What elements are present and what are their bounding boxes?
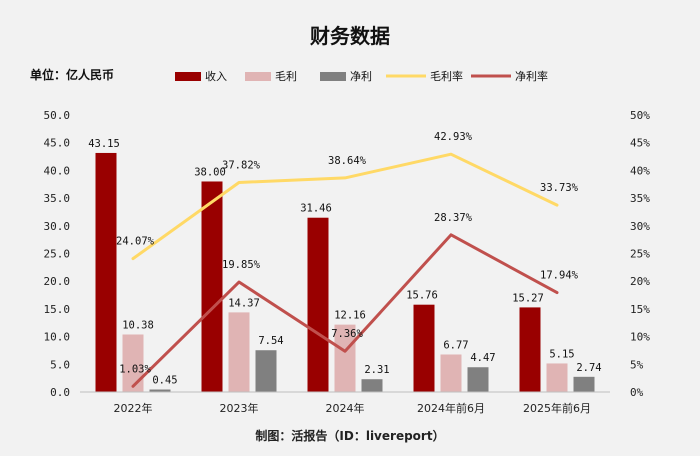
y-right-tick-label: 0% (630, 386, 644, 399)
data-label-净利: 7.54 (258, 335, 283, 347)
y-right-tick-label: 5% (630, 358, 644, 371)
bar-净利 (361, 379, 383, 392)
data-label-净利率: 17.94% (540, 270, 579, 282)
data-label-收入: 15.76 (406, 290, 438, 302)
data-label-净利率: 19.85% (222, 259, 261, 271)
y-left-tick-label: 15.0 (44, 303, 71, 316)
y-right-tick-label: 15% (630, 303, 650, 316)
data-label-毛利: 12.16 (334, 310, 366, 322)
bar-毛利 (440, 354, 462, 392)
y-left-tick-label: 35.0 (44, 192, 71, 205)
data-label-毛利: 5.15 (549, 348, 574, 360)
x-tick-label: 2024年前6月 (417, 401, 485, 415)
data-label-毛利率: 42.93% (434, 131, 473, 143)
data-label-净利: 0.45 (152, 375, 177, 387)
legend-label-收入: 收入 (205, 69, 227, 83)
bar-毛利 (228, 312, 250, 392)
legend: 收入 毛利 净利 毛利率 净利率 (175, 69, 548, 83)
bar-收入 (413, 304, 435, 392)
data-label-毛利率: 24.07% (116, 236, 155, 248)
y-left-tick-label: 30.0 (44, 220, 71, 233)
chart-title: 财务数据 (310, 24, 390, 48)
data-label-毛利: 14.37 (228, 297, 260, 309)
y-right-tick-label: 40% (630, 164, 650, 177)
line-净利率 (131, 233, 559, 388)
y-left-tick-label: 25.0 (44, 248, 71, 261)
data-label-净利率: 28.37% (434, 212, 473, 224)
y-left-tick-label: 10.0 (44, 331, 71, 344)
bar-净利 (573, 376, 595, 392)
bar-毛利 (122, 334, 144, 392)
bar-毛利 (334, 324, 356, 392)
y-right-tick-label: 10% (630, 331, 650, 344)
unit-label: 单位：亿人民币 (30, 67, 114, 82)
legend-swatch-收入 (175, 72, 201, 81)
y-left-tick-label: 40.0 (44, 164, 71, 177)
footer-credit: 制图：活报告（ID：livereport） (255, 428, 444, 443)
y-right-tick-label: 30% (630, 220, 650, 233)
legend-label-毛利率: 毛利率 (430, 69, 463, 83)
bar-收入 (307, 217, 329, 392)
bar-收入 (519, 307, 541, 392)
x-tick-label: 2024年 (326, 401, 365, 415)
legend-label-净利: 净利 (350, 69, 372, 83)
data-label-毛利率: 38.64% (328, 155, 367, 167)
line-毛利率 (131, 152, 559, 261)
data-label-净利: 2.31 (364, 364, 389, 376)
bar-净利 (467, 367, 489, 392)
x-tick-label: 2023年 (220, 401, 259, 415)
legend-swatch-净利 (320, 72, 346, 81)
data-label-收入: 31.46 (300, 203, 332, 215)
legend-swatch-毛利 (245, 72, 271, 81)
legend-label-净利率: 净利率 (515, 69, 548, 83)
data-label-净利率: 7.36% (331, 328, 363, 340)
plot-area: 0.0 5.0 10.0 15.0 20.0 25.0 30.0 35.0 40.0 45.0 50… (44, 109, 651, 415)
y-left-tick-label: 20.0 (44, 275, 71, 288)
legend-label-毛利: 毛利 (275, 70, 297, 83)
x-tick-label: 2025年前6月 (523, 401, 591, 415)
y-left-tick-label: 5.0 (50, 358, 70, 371)
data-label-毛利: 10.38 (122, 319, 154, 331)
data-label-收入: 38.00 (194, 166, 226, 178)
data-label-毛利率: 33.73% (540, 182, 579, 194)
data-label-毛利: 6.77 (443, 339, 468, 351)
bar-收入 (201, 181, 223, 392)
y-right-tick-label: 45% (630, 137, 650, 150)
data-label-收入: 15.27 (512, 292, 544, 304)
y-right-tick-label: 50% (630, 109, 650, 122)
data-label-净利: 4.47 (470, 352, 495, 364)
x-tick-label: 2022年 (114, 401, 153, 415)
data-label-毛利率: 37.82% (222, 159, 261, 171)
data-label-净利率: 1.03% (119, 363, 151, 375)
y-right-tick-label: 20% (630, 275, 650, 288)
y-left-tick-label: 50.0 (44, 109, 71, 122)
y-right-tick-label: 25% (630, 248, 650, 261)
bar-毛利 (546, 363, 568, 392)
y-left-tick-label: 45.0 (44, 137, 71, 150)
y-left-tick-label: 0.0 (50, 386, 70, 399)
bar-收入 (95, 152, 117, 392)
data-label-净利: 2.74 (576, 362, 601, 374)
bar-净利 (255, 350, 277, 392)
y-right-tick-label: 35% (630, 192, 650, 205)
data-label-收入: 43.15 (88, 138, 120, 150)
bar-净利 (149, 389, 171, 392)
